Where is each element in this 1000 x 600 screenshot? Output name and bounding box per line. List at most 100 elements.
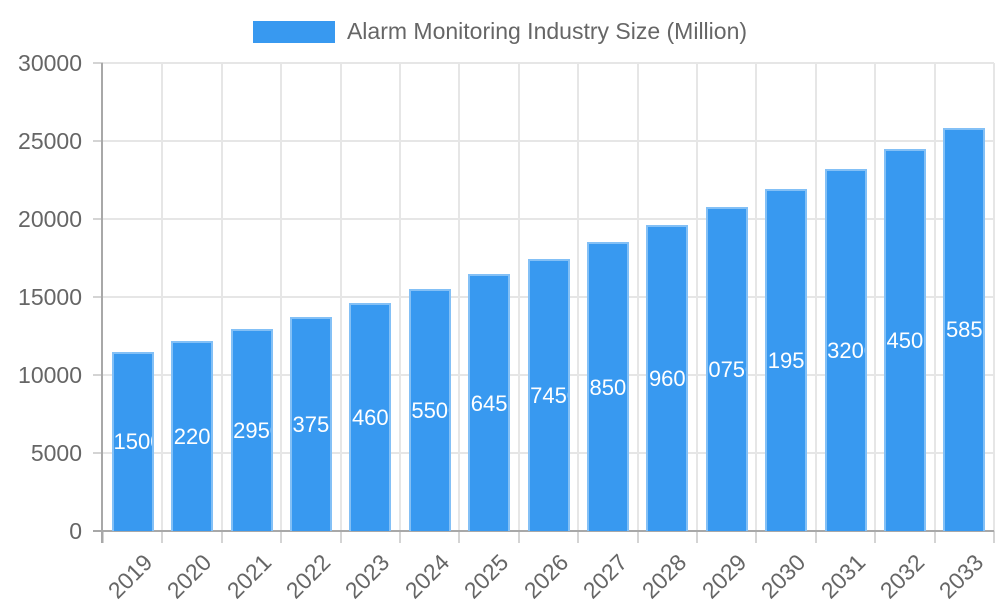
y-gridline	[103, 218, 994, 220]
bar-value-label: 12200	[173, 423, 211, 449]
x-tick-mark	[696, 531, 698, 543]
x-tick-label: 2029	[696, 549, 752, 600]
legend: Alarm Monitoring Industry Size (Million)	[0, 18, 1000, 45]
x-tick-mark	[993, 531, 995, 543]
y-tick-label: 25000	[18, 128, 82, 154]
bar: 17450	[527, 258, 570, 531]
x-gridline	[161, 63, 163, 531]
x-tick-mark	[399, 531, 401, 543]
bar-value-label: 25850	[945, 317, 983, 343]
x-tick-mark	[102, 531, 104, 543]
x-tick-mark	[518, 531, 520, 543]
x-gridline	[637, 63, 639, 531]
x-gridline	[874, 63, 876, 531]
bar-value-label: 24500	[886, 327, 924, 353]
x-gridline	[577, 63, 579, 531]
x-tick-mark	[815, 531, 817, 543]
legend-color-swatch	[252, 20, 335, 43]
x-tick-label: 2032	[874, 549, 930, 600]
x-tick-label: 2033	[934, 549, 989, 600]
bar: 13750	[289, 316, 332, 531]
bar: 11500	[111, 351, 154, 531]
y-tick-label: 0	[69, 518, 82, 544]
x-tick-label: 2020	[161, 549, 217, 600]
x-gridline	[993, 63, 995, 531]
y-tick-mark	[93, 452, 103, 454]
bar: 25850	[943, 127, 986, 531]
y-gridline	[103, 62, 994, 64]
y-tick-label: 10000	[18, 362, 82, 388]
x-gridline	[518, 63, 520, 531]
bar-value-label: 14600	[351, 405, 389, 431]
bar-value-label: 19600	[648, 366, 686, 392]
y-tick-label: 15000	[18, 284, 82, 310]
x-tick-label: 2022	[280, 549, 336, 600]
x-tick-mark	[755, 531, 757, 543]
x-gridline	[815, 63, 817, 531]
y-gridline	[103, 140, 994, 142]
bar: 21950	[765, 188, 808, 531]
x-axis-line	[93, 530, 994, 532]
x-tick-mark	[340, 531, 342, 543]
bar-value-label: 11500	[113, 429, 152, 455]
bar: 12200	[171, 340, 214, 531]
bar-value-label: 12950	[233, 418, 271, 443]
bar: 20750	[705, 207, 748, 531]
bar-value-label: 23200	[827, 338, 865, 364]
x-tick-label: 2026	[518, 549, 573, 600]
y-tick-mark	[93, 218, 103, 220]
legend-label: Alarm Monitoring Industry Size (Million)	[346, 18, 748, 44]
x-gridline	[755, 63, 757, 531]
x-tick-label: 2019	[102, 549, 158, 600]
bar-value-label: 17450	[530, 382, 568, 408]
y-tick-mark	[93, 62, 103, 64]
bar: 24500	[883, 148, 926, 531]
bar: 16450	[468, 274, 511, 531]
x-gridline	[280, 63, 282, 531]
x-gridline	[399, 63, 401, 531]
x-tick-mark	[637, 531, 639, 543]
x-tick-mark	[934, 531, 936, 543]
bar-value-label: 20750	[708, 357, 746, 383]
bar: 19600	[646, 225, 689, 531]
bar-value-label: 16450	[470, 390, 508, 416]
y-tick-mark	[93, 296, 103, 298]
bar: 14600	[349, 303, 392, 531]
x-tick-mark	[874, 531, 876, 543]
bar-value-label: 21950	[767, 347, 805, 373]
bar: 12950	[230, 329, 273, 531]
x-tick-label: 2024	[399, 549, 455, 600]
x-gridline	[340, 63, 342, 531]
bar: 23200	[824, 169, 867, 531]
x-gridline	[934, 63, 936, 531]
x-tick-label: 2027	[577, 549, 633, 600]
x-gridline	[696, 63, 698, 531]
x-tick-label: 2023	[340, 549, 395, 600]
x-tick-mark	[280, 531, 282, 543]
y-tick-label: 30000	[18, 50, 82, 76]
y-tick-mark	[93, 140, 103, 142]
x-tick-label: 2025	[458, 549, 514, 600]
bar: 15500	[408, 289, 451, 531]
x-tick-label: 2030	[755, 549, 811, 600]
bar-value-label: 15500	[411, 398, 449, 424]
bar: 18500	[586, 242, 629, 531]
x-tick-mark	[161, 531, 163, 543]
bar-value-label: 13750	[292, 411, 330, 437]
y-tick-label: 5000	[30, 440, 82, 466]
x-tick-label: 2021	[221, 549, 276, 600]
legend-item[interactable]: Alarm Monitoring Industry Size (Million)	[252, 18, 748, 45]
x-tick-label: 2028	[637, 549, 692, 600]
y-tick-label: 20000	[18, 206, 82, 232]
bar-value-label: 18500	[589, 374, 627, 400]
x-tick-mark	[577, 531, 579, 543]
x-gridline	[221, 63, 223, 531]
x-gridline	[458, 63, 460, 531]
y-axis-line	[101, 63, 103, 543]
x-tick-mark	[458, 531, 460, 543]
x-tick-label: 2031	[815, 549, 870, 600]
x-tick-mark	[221, 531, 223, 543]
y-tick-mark	[93, 374, 103, 376]
